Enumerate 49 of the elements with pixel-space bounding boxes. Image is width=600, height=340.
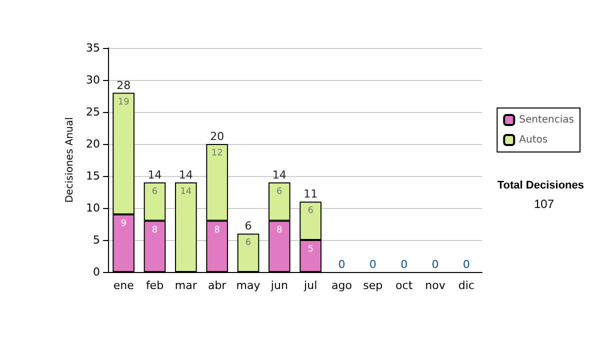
total-label: 20 [210, 130, 224, 143]
data-label: 6 [308, 206, 314, 216]
y-tick-label: 35 [86, 42, 100, 54]
x-tick-label: nov [425, 279, 446, 292]
total-label: 6 [244, 220, 252, 233]
y-tick-label: 5 [93, 234, 100, 246]
data-label: 6 [152, 186, 158, 197]
text: Total Decisiones [497, 180, 584, 192]
x-tick-label: jun [270, 279, 288, 292]
legend-label: Autos [519, 134, 548, 146]
data-label: 8 [152, 225, 158, 236]
data-label: 19 [118, 97, 130, 108]
x-tick-label: ene [113, 279, 134, 292]
x-tick-label: jul [303, 279, 318, 292]
total-label: 0 [462, 258, 470, 271]
x-tick-label: may [236, 279, 261, 292]
y-tick-label: 10 [86, 202, 100, 214]
x-tick-label: feb [146, 279, 164, 292]
data-label: 8 [276, 225, 283, 236]
data-label: 6 [245, 238, 252, 248]
total-label: 0 [338, 258, 346, 271]
data-label: 9 [120, 218, 127, 229]
total-label: 14 [272, 168, 286, 182]
y-axis-title: Decisiones Anual [64, 117, 76, 203]
x-tick-label: abr [208, 279, 227, 292]
text: 107 [534, 197, 554, 211]
data-label: 14 [180, 186, 192, 197]
x-tick-label: oct [396, 279, 414, 292]
total-label: 14 [148, 168, 162, 182]
data-label: 5 [308, 244, 314, 254]
total-label: 14 [178, 168, 193, 182]
y-tick-label: 0 [93, 266, 100, 278]
x-tick-label: sep [363, 279, 383, 292]
total-label: 0 [432, 258, 439, 271]
data-label: 8 [214, 225, 220, 236]
y-tick-label: 20 [86, 138, 100, 150]
x-tick-label: dic [458, 279, 474, 292]
x-tick-label: ago [332, 279, 352, 292]
y-tick-label: 30 [86, 74, 100, 86]
total-label: 11 [304, 188, 318, 201]
y-tick-label: 25 [86, 106, 100, 118]
total-label: 0 [369, 258, 376, 271]
legend-label: Sentencias [519, 114, 574, 126]
data-label: 6 [276, 186, 283, 197]
total-label: 28 [116, 78, 131, 92]
y-tick-label: 15 [86, 170, 100, 182]
total-label: 0 [400, 258, 408, 271]
data-label: 12 [211, 148, 223, 158]
x-tick-label: mar [174, 279, 198, 292]
